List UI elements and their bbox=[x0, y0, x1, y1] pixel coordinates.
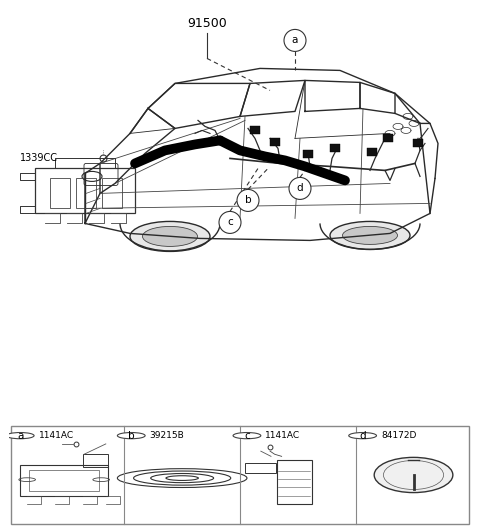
Text: b: b bbox=[128, 431, 134, 441]
Text: 1339CC: 1339CC bbox=[20, 153, 58, 164]
Circle shape bbox=[233, 433, 261, 439]
Bar bbox=[83, 455, 108, 467]
Text: a: a bbox=[17, 431, 24, 441]
Bar bbox=[303, 150, 313, 158]
Bar bbox=[245, 463, 276, 473]
Text: 1141AC: 1141AC bbox=[39, 431, 74, 440]
Circle shape bbox=[219, 211, 241, 234]
Bar bbox=[29, 470, 99, 491]
Bar bbox=[413, 140, 423, 148]
Bar bbox=[367, 149, 377, 157]
Text: b: b bbox=[245, 195, 252, 205]
Bar bbox=[270, 139, 280, 147]
Text: c: c bbox=[244, 431, 250, 441]
Ellipse shape bbox=[130, 221, 210, 251]
Circle shape bbox=[237, 190, 259, 211]
Circle shape bbox=[349, 433, 376, 439]
Text: d: d bbox=[297, 183, 303, 193]
Text: 39215B: 39215B bbox=[150, 431, 184, 440]
Bar bbox=[35, 168, 135, 213]
Ellipse shape bbox=[143, 226, 197, 246]
Bar bbox=[50, 178, 70, 209]
Ellipse shape bbox=[343, 226, 397, 244]
Circle shape bbox=[284, 29, 306, 52]
Circle shape bbox=[118, 433, 145, 439]
Ellipse shape bbox=[330, 221, 410, 250]
Circle shape bbox=[289, 177, 311, 200]
Bar bbox=[383, 134, 393, 142]
Text: a: a bbox=[292, 36, 298, 46]
Text: d: d bbox=[360, 431, 366, 441]
Bar bbox=[102, 178, 122, 209]
Bar bbox=[76, 178, 96, 209]
Text: 1141AC: 1141AC bbox=[265, 431, 300, 440]
Bar bbox=[250, 126, 260, 134]
Ellipse shape bbox=[374, 457, 453, 493]
Text: 91500: 91500 bbox=[187, 18, 227, 30]
Text: 84172D: 84172D bbox=[381, 431, 417, 440]
Bar bbox=[330, 144, 340, 152]
Bar bbox=[277, 460, 312, 504]
Bar bbox=[20, 465, 108, 496]
Text: c: c bbox=[227, 217, 233, 227]
Circle shape bbox=[6, 433, 34, 439]
